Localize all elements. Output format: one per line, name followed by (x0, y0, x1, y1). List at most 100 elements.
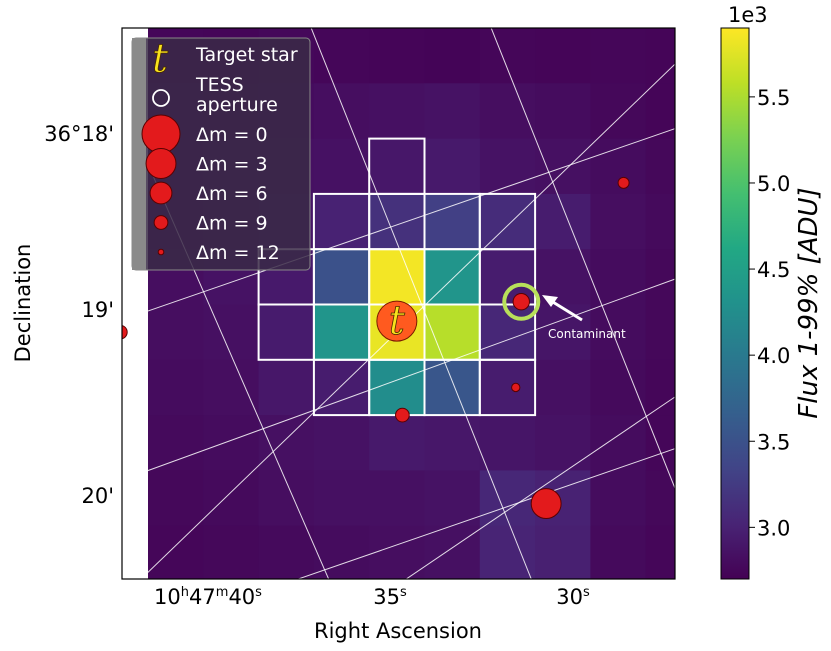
heatmap-pixel (313, 304, 370, 361)
axes-frame (121, 27, 676, 580)
legend-dm-marker (153, 215, 169, 230)
grid-line (296, 448, 675, 579)
legend-aperture-icon (152, 89, 170, 107)
legend-magnitude-items: Δm = 0 Δm = 3 Δm = 6 Δm = 9 Δm = 12 (141, 114, 280, 264)
legend-target-label: Target star (195, 44, 298, 66)
legend-target-symbol: t (152, 36, 169, 82)
heatmap-pixel (479, 193, 536, 250)
y-tick-label-2: 20' (82, 484, 115, 508)
heatmap-pixel (535, 28, 591, 84)
star-marker (511, 382, 521, 393)
legend-dm-label: Δm = 3 (196, 154, 268, 176)
grid-line (490, 28, 675, 490)
heatmap-pixel (369, 193, 425, 250)
heatmap-pixel (313, 83, 370, 140)
heatmap-pixel (424, 470, 481, 527)
heatmap-pixel (203, 415, 260, 471)
legend-dm-marker (149, 181, 173, 205)
heatmap-pixel (479, 415, 536, 471)
legend-dm-label: Δm = 0 (196, 124, 268, 146)
tess-aperture (257, 137, 537, 417)
aperture-pixel (478, 358, 537, 417)
heatmap-pixel (313, 28, 370, 84)
heatmap-pixel (369, 415, 425, 471)
heatmap-pixel (313, 359, 370, 416)
heatmap-pixel (645, 249, 675, 305)
heatmap-pixel (590, 525, 647, 579)
heatmap-pixel (479, 138, 536, 195)
legend-aperture-label-2: aperture (196, 94, 278, 116)
heatmap-pixel (479, 525, 536, 579)
legend-aperture-label-1: TESS (195, 74, 244, 96)
heatmap-pixel (369, 83, 425, 140)
heatmap-pixel (645, 138, 675, 195)
heatmap-pixel (535, 193, 591, 250)
heatmap-pixel (313, 193, 370, 250)
heatmap-pixel (369, 470, 425, 527)
colorbar: 3.0 3.5 4.0 4.5 5.0 5.5 1e3 Flux 1-99% [ADU] (720, 3, 824, 580)
heatmap-pixel (258, 304, 315, 361)
contaminant-label: Contaminant (548, 327, 626, 341)
heatmap-pixel (645, 415, 675, 471)
legend: t Target star TESS aperture Δm = 0 Δm = 3… (131, 36, 311, 271)
heatmap-pixel (590, 28, 647, 84)
heatmap-pixel (645, 28, 675, 84)
y-ticks: 36°18' 19' 20' (44, 122, 114, 508)
colorbar-tick-label: 4.0 (757, 344, 790, 368)
contaminant-arrowhead (542, 295, 558, 307)
star-marker (395, 407, 410, 423)
heatmap-pixel (535, 304, 591, 361)
heatmap-pixel (590, 193, 647, 250)
heatmap-pixel (369, 359, 425, 416)
heatmap-pixel (479, 83, 536, 140)
heatmap-pixel (203, 359, 260, 416)
heatmap-pixel (148, 525, 204, 579)
star-marker (530, 488, 562, 520)
heatmap-pixel (313, 470, 370, 527)
x-ticks: 10h47m40s 35s 30s (154, 585, 590, 609)
grid-line (405, 396, 675, 579)
legend-dm-marker (141, 114, 181, 154)
heatmap-pixel (148, 470, 204, 527)
heatmap-pixel (645, 83, 675, 140)
contaminant-ring (502, 282, 541, 321)
heatmap-pixel (369, 249, 425, 305)
heatmap-pixel (479, 28, 536, 84)
legend-dm-marker (157, 248, 165, 256)
heatmap-pixel (424, 28, 481, 84)
heatmap-pixel (590, 304, 647, 361)
legend-dm-label: Δm = 12 (196, 242, 280, 264)
legend-dm-label: Δm = 9 (196, 213, 268, 235)
heatmap-pixel (645, 359, 675, 416)
star-marker (617, 176, 630, 189)
target-star-symbol: t (389, 298, 406, 344)
heatmap-pixel (590, 249, 647, 305)
grid-line (122, 128, 675, 321)
heatmap-pixel (203, 525, 260, 579)
heatmap-pixel (479, 359, 536, 416)
x-tick-label-1: 35s (373, 585, 407, 609)
heatmap-pixel (424, 359, 481, 416)
colorbar-ticks: 3.0 3.5 4.0 4.5 5.0 5.5 (749, 86, 790, 540)
grid-line (140, 63, 675, 579)
legend-dm-marker (145, 148, 177, 179)
colorbar-tick-label: 4.5 (757, 258, 790, 282)
heatmap-pixel (258, 525, 315, 579)
heatmap-pixel (258, 359, 315, 416)
heatmap-pixel (645, 193, 675, 250)
heatmap-pixel (535, 525, 591, 579)
y-axis-label: Declination (11, 244, 35, 363)
colorbar-tick-label: 3.5 (757, 430, 790, 454)
colorbar-label: Flux 1-99% [ADU] (794, 187, 824, 418)
heatmap-pixel (369, 138, 425, 195)
heatmap-pixel (313, 525, 370, 579)
colorbar-tick-label: 5.5 (757, 86, 790, 110)
heatmap-pixel (424, 415, 481, 471)
heatmap-pixel (313, 138, 370, 195)
heatmap-pixel (313, 249, 370, 305)
target-star-marker (376, 300, 418, 342)
legend-edge (132, 38, 146, 270)
heatmap-pixel (535, 83, 591, 140)
colorbar-tick-label: 5.0 (757, 172, 790, 196)
